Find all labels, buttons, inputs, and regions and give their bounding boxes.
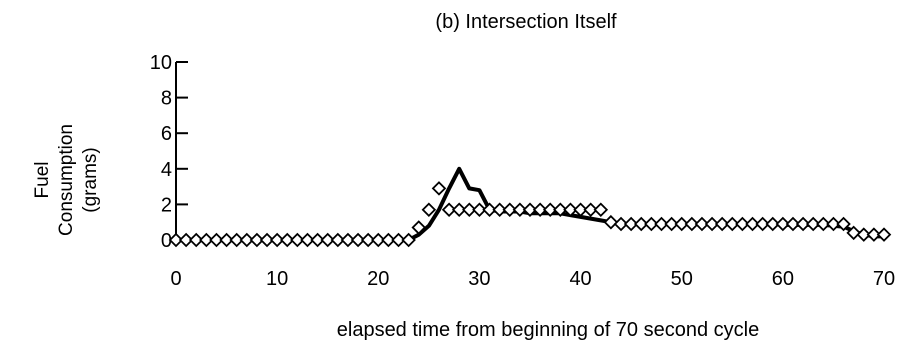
x-tick-label: 20 — [367, 268, 389, 290]
diamond-marker — [249, 232, 265, 248]
diamond-marker — [381, 232, 396, 248]
diamond-marker — [219, 232, 234, 248]
diamond-marker — [492, 202, 507, 218]
diamond-marker — [320, 232, 335, 248]
diamond-marker — [795, 216, 811, 232]
diamond-marker — [826, 216, 841, 232]
diamond-marker — [644, 216, 659, 232]
diamond-marker — [229, 232, 244, 248]
diamond-marker — [300, 232, 315, 248]
diamond-marker — [553, 202, 568, 218]
diamond-marker — [745, 216, 760, 232]
diamond-marker — [542, 202, 558, 218]
diamond-marker — [391, 232, 406, 248]
diamond-marker — [684, 216, 700, 232]
diamond-marker — [310, 232, 325, 248]
diamond-marker — [290, 232, 305, 248]
diamond-marker — [846, 225, 861, 241]
diamond-marker — [765, 216, 781, 232]
diamond-marker — [360, 232, 376, 248]
diamond-marker — [633, 216, 649, 232]
x-tick-label: 50 — [671, 268, 693, 290]
diamond-marker — [866, 227, 882, 242]
diamond-marker — [512, 202, 528, 218]
y-tick-label: 10 — [150, 52, 172, 74]
diamond-marker — [593, 202, 609, 218]
chart-title: (b) Intersection Itself — [435, 11, 617, 33]
x-tick-label: 30 — [468, 268, 490, 290]
diamond-marker — [178, 232, 194, 248]
diamond-marker — [654, 216, 669, 232]
diamond-marker — [340, 232, 356, 248]
diamond-marker — [876, 227, 892, 242]
diamond-marker — [563, 202, 578, 218]
x-tick-label: 0 — [170, 268, 181, 290]
diamond-marker — [704, 216, 720, 232]
diamond-marker — [371, 232, 386, 248]
y-axis-label-line-2: Consumption — [56, 124, 77, 236]
diamond-marker — [856, 227, 872, 242]
y-tick-label: 4 — [161, 159, 172, 181]
x-tick-label: 70 — [873, 268, 895, 290]
diamond-marker — [199, 232, 214, 248]
diamond-marker — [421, 202, 437, 218]
y-axis-label-line-3: (grams) — [80, 147, 101, 212]
diamond-marker — [259, 232, 275, 248]
y-tick-label: 2 — [161, 194, 172, 216]
diamond-marker — [431, 181, 447, 196]
diamond-marker — [239, 232, 255, 248]
diamond-marker — [502, 202, 518, 218]
diamond-marker — [603, 214, 619, 230]
diamond-marker — [168, 232, 184, 248]
diamond-marker — [451, 202, 467, 218]
diamond-marker — [209, 232, 224, 248]
diamond-marker — [836, 216, 851, 232]
x-axis-label: elapsed time from beginning of 70 second… — [337, 319, 759, 341]
diamond-marker — [441, 202, 457, 218]
diamond-marker — [482, 202, 497, 218]
diamond-marker — [805, 216, 821, 232]
diamond-marker — [350, 232, 366, 248]
diamond-marker — [725, 216, 740, 232]
diamond-marker — [674, 216, 689, 232]
diamond-marker — [522, 202, 538, 218]
diamond-marker — [532, 202, 548, 218]
diamond-marker — [816, 216, 831, 232]
diamond-marker — [775, 216, 791, 232]
x-tick-label: 60 — [772, 268, 794, 290]
y-axis-label-line-1: Fuel — [32, 162, 53, 199]
diamond-marker — [573, 202, 588, 218]
diamond-marker — [188, 232, 204, 248]
diamond-marker — [613, 216, 629, 232]
diamond-marker — [664, 216, 679, 232]
diamond-marker — [785, 216, 801, 232]
diamond-marker — [714, 216, 730, 232]
diamond-marker — [755, 216, 770, 232]
diamond-marker — [623, 216, 639, 232]
diamond-marker — [694, 216, 710, 232]
diamond-marker — [472, 202, 487, 218]
y-tick-label: 0 — [161, 230, 172, 252]
diamond-marker — [401, 232, 416, 248]
diamond-marker — [462, 202, 477, 218]
y-axis-ticks: 0 2 4 6 8 10 — [150, 52, 188, 252]
diamond-marker — [411, 220, 427, 235]
x-tick-label: 40 — [569, 268, 591, 290]
diamond-marker — [583, 202, 598, 218]
x-axis-ticks: 0 10 20 30 40 50 60 70 — [170, 268, 895, 290]
x-tick-label: 10 — [266, 268, 288, 290]
diamond-marker — [279, 232, 295, 248]
plot-area — [168, 166, 892, 248]
y-tick-label: 6 — [161, 123, 172, 145]
diamond-marker — [735, 216, 750, 232]
diamond-marker — [269, 232, 285, 248]
y-tick-label: 8 — [161, 88, 172, 110]
diamond-marker — [330, 232, 346, 248]
